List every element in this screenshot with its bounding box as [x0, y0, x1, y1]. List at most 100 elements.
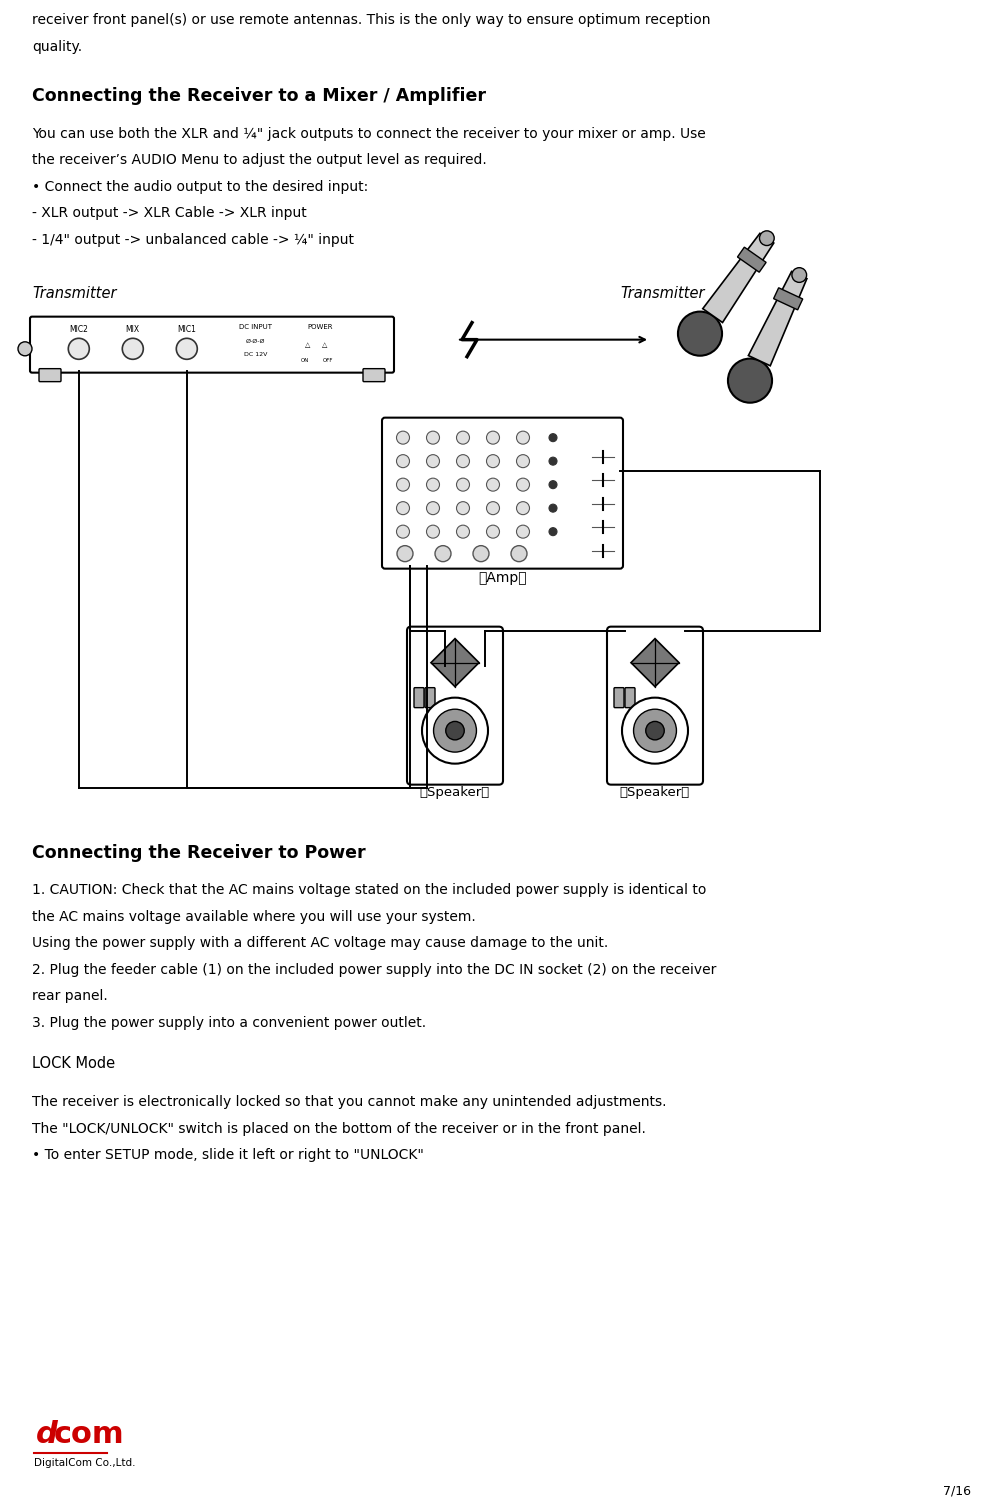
Circle shape [486, 431, 499, 444]
Circle shape [516, 526, 529, 538]
Circle shape [548, 505, 556, 512]
Circle shape [548, 458, 556, 465]
FancyBboxPatch shape [30, 317, 394, 373]
FancyBboxPatch shape [382, 417, 622, 568]
FancyBboxPatch shape [363, 369, 385, 382]
FancyBboxPatch shape [407, 627, 502, 784]
Circle shape [396, 455, 409, 467]
Circle shape [422, 698, 488, 763]
Circle shape [435, 545, 451, 562]
Text: Using the power supply with a different AC voltage may cause damage to the unit.: Using the power supply with a different … [32, 937, 607, 950]
Text: • To enter SETUP mode, slide it left or right to "UNLOCK": • To enter SETUP mode, slide it left or … [32, 1148, 424, 1162]
Text: You can use both the XLR and ¼" jack outputs to connect the receiver to your mix: You can use both the XLR and ¼" jack out… [32, 127, 705, 141]
Circle shape [426, 526, 439, 538]
Circle shape [396, 477, 409, 491]
Text: MIC2: MIC2 [69, 325, 88, 334]
Circle shape [548, 527, 556, 536]
Polygon shape [773, 287, 802, 310]
Circle shape [510, 545, 526, 562]
Circle shape [473, 545, 489, 562]
Text: Connecting the Receiver to Power: Connecting the Receiver to Power [32, 843, 366, 861]
Text: Ø-Ø-Ø: Ø-Ø-Ø [245, 338, 265, 343]
FancyBboxPatch shape [613, 688, 623, 707]
Text: 7/16: 7/16 [942, 1485, 970, 1497]
Text: Connecting the Receiver to a Mixer / Amplifier: Connecting the Receiver to a Mixer / Amp… [32, 88, 486, 106]
Circle shape [456, 431, 469, 444]
Text: 1. CAUTION: Check that the AC mains voltage stated on the included power supply : 1. CAUTION: Check that the AC mains volt… [32, 884, 705, 898]
Circle shape [516, 455, 529, 467]
Polygon shape [702, 233, 773, 322]
Circle shape [516, 502, 529, 515]
Circle shape [456, 526, 469, 538]
Polygon shape [736, 248, 766, 272]
Text: com: com [54, 1420, 124, 1449]
Text: - XLR output -> XLR Cable -> XLR input: - XLR output -> XLR Cable -> XLR input [32, 207, 307, 221]
Circle shape [426, 477, 439, 491]
Text: ’: ’ [51, 1426, 58, 1445]
Text: the AC mains voltage available where you will use your system.: the AC mains voltage available where you… [32, 910, 475, 923]
Text: 〈Speaker〉: 〈Speaker〉 [619, 786, 689, 799]
Polygon shape [747, 272, 807, 366]
Circle shape [426, 502, 439, 515]
Polygon shape [431, 639, 479, 686]
Circle shape [18, 341, 32, 355]
Text: 〈Speaker〉: 〈Speaker〉 [420, 786, 490, 799]
Text: The "LOCK/UNLOCK" switch is placed on the bottom of the receiver or in the front: The "LOCK/UNLOCK" switch is placed on th… [32, 1121, 645, 1136]
Text: MIX: MIX [125, 325, 139, 334]
Circle shape [397, 545, 413, 562]
Circle shape [548, 480, 556, 488]
Circle shape [677, 311, 721, 355]
Text: MIC1: MIC1 [177, 325, 196, 334]
Circle shape [727, 358, 772, 403]
Circle shape [433, 709, 476, 752]
Circle shape [176, 338, 197, 360]
Text: 〈Amp〉: 〈Amp〉 [478, 571, 526, 585]
Circle shape [68, 338, 89, 360]
Circle shape [486, 526, 499, 538]
Text: DigitalCom Co.,Ltd.: DigitalCom Co.,Ltd. [34, 1458, 135, 1469]
Text: ON: ON [301, 358, 309, 363]
Circle shape [548, 434, 556, 441]
Text: DC 12V: DC 12V [243, 352, 267, 358]
Text: quality.: quality. [32, 39, 82, 53]
Circle shape [633, 709, 675, 752]
Circle shape [645, 721, 663, 740]
Text: OFF: OFF [323, 358, 333, 363]
Circle shape [426, 431, 439, 444]
Circle shape [621, 698, 687, 763]
FancyBboxPatch shape [624, 688, 634, 707]
FancyBboxPatch shape [39, 369, 61, 382]
Text: DC INPUT: DC INPUT [238, 323, 272, 329]
Text: • Connect the audio output to the desired input:: • Connect the audio output to the desire… [32, 180, 368, 193]
Text: receiver front panel(s) or use remote antennas. This is the only way to ensure o: receiver front panel(s) or use remote an… [32, 14, 709, 27]
Polygon shape [630, 639, 678, 686]
Text: Transmitter: Transmitter [32, 286, 116, 301]
Circle shape [426, 455, 439, 467]
Text: d: d [36, 1420, 58, 1449]
Text: The receiver is electronically locked so that you cannot make any unintended adj: The receiver is electronically locked so… [32, 1095, 666, 1109]
Text: - 1/4" output -> unbalanced cable -> ¼" input: - 1/4" output -> unbalanced cable -> ¼" … [32, 233, 354, 246]
Circle shape [122, 338, 143, 360]
Text: 3. Plug the power supply into a convenient power outlet.: 3. Plug the power supply into a convenie… [32, 1015, 426, 1031]
Text: △: △ [305, 341, 311, 348]
Text: rear panel.: rear panel. [32, 990, 107, 1003]
FancyBboxPatch shape [414, 688, 424, 707]
Circle shape [456, 502, 469, 515]
Text: the receiver’s AUDIO Menu to adjust the output level as required.: the receiver’s AUDIO Menu to adjust the … [32, 154, 486, 168]
Text: POWER: POWER [307, 323, 333, 329]
Circle shape [759, 231, 774, 245]
Circle shape [396, 526, 409, 538]
Circle shape [486, 502, 499, 515]
Circle shape [396, 502, 409, 515]
Circle shape [486, 477, 499, 491]
Circle shape [792, 267, 806, 283]
Text: 2. Plug the feeder cable (1) on the included power supply into the DC IN socket : 2. Plug the feeder cable (1) on the incl… [32, 963, 715, 978]
Text: LOCK Mode: LOCK Mode [32, 1056, 115, 1071]
FancyBboxPatch shape [425, 688, 435, 707]
Circle shape [456, 477, 469, 491]
FancyBboxPatch shape [606, 627, 702, 784]
Circle shape [456, 455, 469, 467]
Circle shape [486, 455, 499, 467]
Circle shape [516, 477, 529, 491]
Text: Transmitter: Transmitter [619, 286, 703, 301]
